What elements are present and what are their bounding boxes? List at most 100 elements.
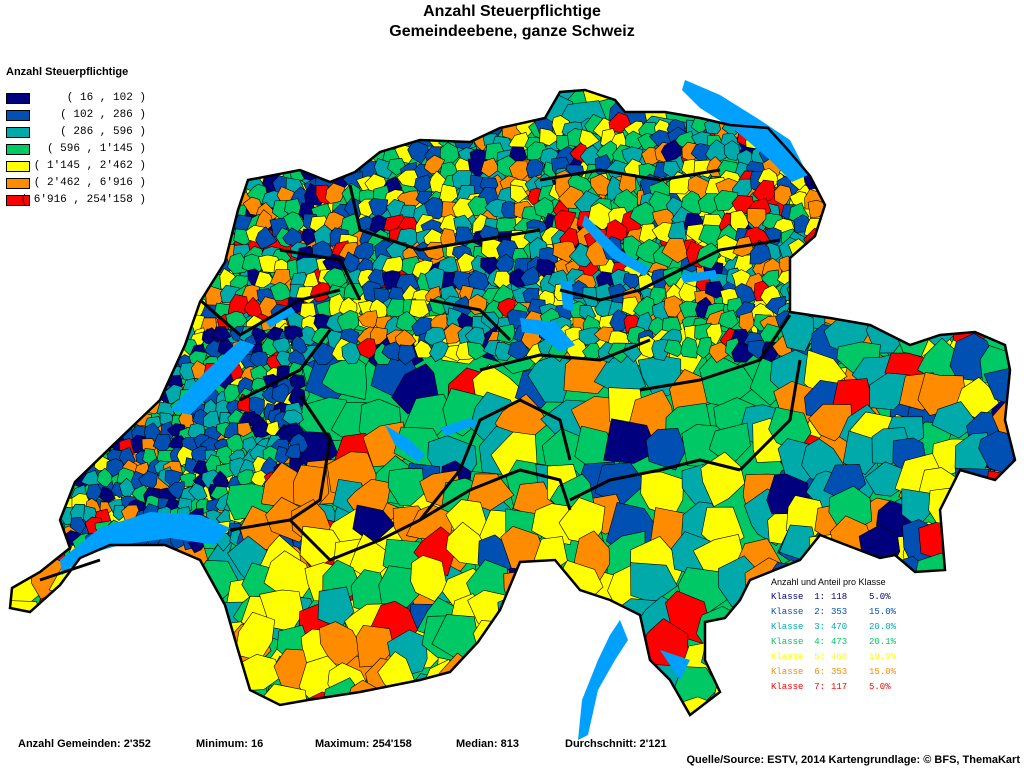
municipality-cell (387, 468, 425, 506)
municipality-cell (151, 113, 171, 134)
municipality-cell (1006, 551, 1015, 607)
municipality-cell (785, 258, 835, 306)
municipality-cell (189, 169, 208, 190)
municipality-cell (149, 185, 172, 207)
municipality-cell (161, 186, 184, 207)
municipality-cell (101, 347, 156, 402)
legend-range-6: ( 2'462 , 6'916 ) (33, 177, 146, 189)
municipality-cell (47, 425, 68, 443)
municipality-cell (912, 552, 961, 599)
municipality-cell (187, 199, 209, 219)
municipality-cell (134, 114, 188, 160)
municipality-cell (1019, 388, 1024, 439)
municipality-cell (47, 373, 67, 394)
municipality-cell (275, 147, 293, 168)
class-label-4: Klasse 4: (771, 637, 826, 647)
municipality-cell (54, 109, 99, 160)
municipality-cell (292, 708, 345, 715)
municipality-cell (104, 399, 122, 418)
municipality-cell (969, 660, 1015, 703)
municipality-cell (1009, 505, 1015, 549)
municipality-cell (48, 499, 63, 517)
municipality-cell (52, 658, 107, 704)
class-label-6: Klasse 6: (771, 667, 826, 677)
class-stats-row-3: Klasse 3: 470 20.0% (771, 622, 896, 672)
municipality-cell (1019, 667, 1024, 726)
municipality-cell (46, 354, 61, 371)
municipality-cell (10, 90, 41, 99)
municipality-cell (166, 90, 216, 149)
municipality-cell (1002, 90, 1015, 108)
municipality-cell (189, 117, 209, 137)
municipality-cell (1010, 179, 1015, 225)
municipality-cell (153, 257, 210, 306)
municipality-cell (297, 118, 318, 135)
municipality-cell (407, 689, 447, 715)
municipality-cell (91, 421, 112, 442)
canton-borders (39, 168, 802, 582)
municipality-cell (891, 149, 934, 194)
municipality-cell (146, 256, 166, 277)
municipality-cell (158, 331, 175, 347)
municipality-cell (154, 353, 174, 370)
municipality-cell (453, 128, 474, 150)
municipality-cell (10, 664, 41, 715)
municipality-cell (905, 630, 954, 686)
municipality-cell (275, 350, 293, 367)
municipality-cell (851, 118, 903, 171)
municipality-cell (450, 119, 473, 141)
municipality-cell (219, 169, 240, 192)
municipality-cell (10, 641, 27, 689)
municipality-cell (849, 598, 896, 640)
municipality-cell (811, 693, 862, 715)
class-stats-row-4: Klasse 4: 473 20.1% (771, 637, 896, 687)
municipality-cell (262, 113, 285, 137)
municipality-cell (141, 339, 162, 360)
municipality-cell (953, 540, 998, 589)
municipality-cell (1018, 318, 1024, 357)
municipality-cell (121, 375, 140, 392)
municipality-cell (480, 157, 500, 178)
municipality-cell (741, 90, 788, 106)
municipality-cell (55, 325, 77, 341)
municipality-cell (837, 555, 878, 594)
municipality-cell (165, 678, 212, 715)
source-credit: Quelle/Source: ESTV, 2014 Kartengrundlag… (686, 754, 1020, 766)
municipality-cell (710, 691, 756, 715)
municipality-cell (494, 680, 553, 715)
municipality-cell (945, 121, 993, 169)
footer-durchschnitt: Durchschnitt: 2'121 (565, 738, 667, 750)
municipality-cell (171, 183, 212, 228)
municipality-cell (123, 90, 180, 98)
municipality-cell (883, 705, 935, 715)
municipality-cell (52, 365, 71, 383)
municipality-cell (22, 391, 64, 438)
municipality-cell (403, 95, 460, 142)
municipality-cell (219, 186, 237, 210)
municipality-cell (68, 93, 117, 142)
municipality-cell (165, 601, 209, 642)
municipality-cell (90, 400, 110, 417)
class-stats-row-7: Klasse 7: 117 5.0% (771, 682, 891, 732)
legend-range-2: ( 102 , 286 ) (60, 109, 146, 121)
legend-range-4: ( 596 , 1'145 ) (46, 143, 146, 155)
municipality-cell (122, 90, 166, 142)
class-stats-title: Anzahl und Anteil pro Klasse (771, 577, 886, 587)
municipality-cell (48, 473, 65, 493)
municipality-cell (200, 663, 250, 715)
legend-row-7: ( 6'916 , 254'158 ) (6, 194, 156, 208)
municipality-cell (924, 218, 966, 265)
municipality-cell (1011, 126, 1015, 179)
municipality-cell (94, 413, 111, 431)
municipality-cell (140, 350, 157, 369)
municipality-cell (163, 209, 185, 232)
municipality-cell (74, 400, 92, 419)
municipality-cell (933, 694, 983, 715)
municipality-cell (167, 481, 185, 500)
municipality-cell (466, 341, 489, 361)
municipality-cell (74, 432, 91, 452)
municipality-cell (837, 257, 887, 303)
municipality-cell (424, 196, 446, 220)
municipality-cell (10, 494, 45, 543)
municipality-cell (94, 328, 115, 348)
